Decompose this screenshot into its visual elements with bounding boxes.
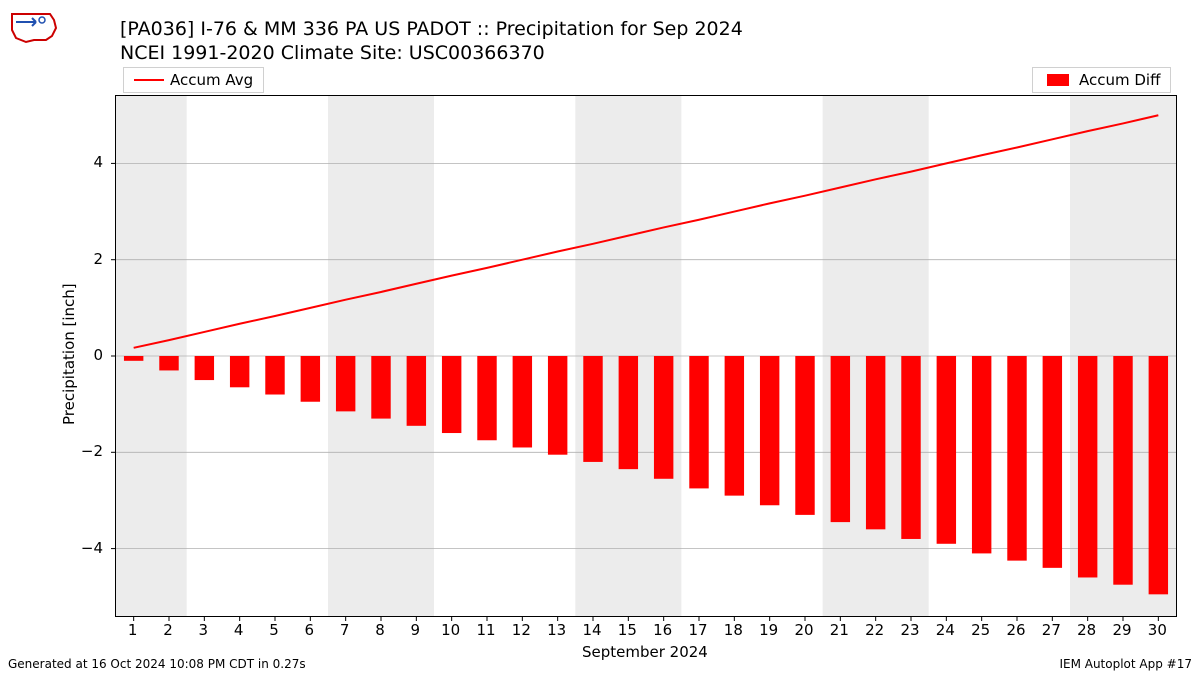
legend-accum-avg: Accum Avg: [123, 67, 264, 93]
x-tick-label: 12: [512, 621, 531, 639]
x-tick-label: 19: [759, 621, 778, 639]
x-tick-label: 4: [234, 621, 244, 639]
chart-plot-area: [115, 95, 1177, 617]
x-tick-label: 23: [900, 621, 919, 639]
legend-accum-diff: Accum Diff: [1032, 67, 1171, 93]
legend-avg-label: Accum Avg: [170, 71, 253, 89]
x-tick-label: 30: [1148, 621, 1167, 639]
x-tick-label: 27: [1042, 621, 1061, 639]
x-tick-label: 18: [724, 621, 743, 639]
x-tick-label: 11: [476, 621, 495, 639]
chart-title: [PA036] I-76 & MM 336 PA US PADOT :: Pre…: [120, 18, 743, 66]
title-line-1: [PA036] I-76 & MM 336 PA US PADOT :: Pre…: [120, 18, 743, 42]
x-tick-label: 8: [375, 621, 385, 639]
x-tick-label: 24: [936, 621, 955, 639]
y-tick-label: 4: [93, 153, 103, 171]
x-tick-label: 16: [653, 621, 672, 639]
y-tick-label: 2: [93, 250, 103, 268]
x-tick-label: 28: [1077, 621, 1096, 639]
x-tick-label: 14: [582, 621, 601, 639]
y-tick-label: −4: [81, 539, 103, 557]
x-tick-label: 9: [411, 621, 421, 639]
x-tick-label: 1: [128, 621, 138, 639]
x-tick-label: 13: [547, 621, 566, 639]
x-tick-label: 29: [1112, 621, 1131, 639]
x-axis-label: September 2024: [582, 643, 708, 661]
x-tick-label: 20: [794, 621, 813, 639]
x-tick-label: 7: [340, 621, 350, 639]
x-tick-label: 3: [199, 621, 209, 639]
y-tick-label: −2: [81, 442, 103, 460]
x-tick-label: 10: [441, 621, 460, 639]
x-tick-label: 25: [971, 621, 990, 639]
x-tick-label: 15: [618, 621, 637, 639]
y-tick-label: 0: [93, 346, 103, 364]
x-tick-label: 5: [269, 621, 279, 639]
y-axis-label: Precipitation [inch]: [60, 283, 78, 425]
title-line-2: NCEI 1991-2020 Climate Site: USC00366370: [120, 42, 743, 66]
x-tick-label: 22: [865, 621, 884, 639]
footer-generated: Generated at 16 Oct 2024 10:08 PM CDT in…: [8, 657, 306, 671]
legend-diff-label: Accum Diff: [1079, 71, 1160, 89]
iem-logo: [6, 6, 62, 46]
x-tick-label: 26: [1006, 621, 1025, 639]
x-tick-label: 17: [688, 621, 707, 639]
x-tick-label: 6: [305, 621, 315, 639]
x-tick-label: 21: [830, 621, 849, 639]
x-tick-label: 2: [163, 621, 173, 639]
footer-app: IEM Autoplot App #17: [1059, 657, 1192, 671]
